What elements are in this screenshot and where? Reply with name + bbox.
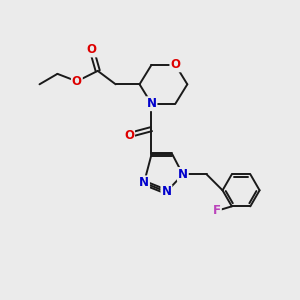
Text: N: N (178, 168, 188, 181)
Text: O: O (124, 129, 134, 142)
Text: O: O (170, 58, 180, 71)
Text: F: F (213, 204, 221, 217)
Text: N: N (146, 97, 157, 110)
Text: N: N (139, 176, 149, 189)
Text: O: O (87, 44, 97, 56)
Text: O: O (72, 75, 82, 88)
Text: N: N (161, 185, 171, 198)
